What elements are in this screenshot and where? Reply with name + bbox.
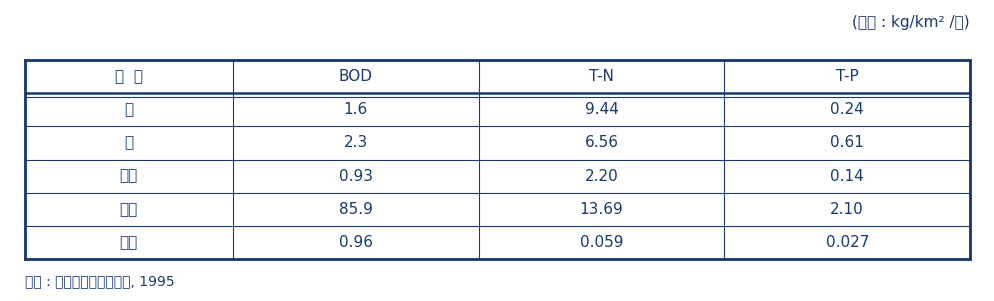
Text: 6.56: 6.56 bbox=[583, 135, 618, 150]
Text: 85.9: 85.9 bbox=[338, 202, 373, 217]
Text: 자료 : 한국환경기술개발원, 1995: 자료 : 한국환경기술개발원, 1995 bbox=[25, 274, 174, 288]
Text: 0.93: 0.93 bbox=[338, 169, 373, 184]
Text: 논: 논 bbox=[124, 102, 133, 117]
Text: 밑: 밑 bbox=[124, 135, 133, 150]
Text: 0.059: 0.059 bbox=[580, 235, 622, 250]
Text: 임야: 임야 bbox=[119, 169, 138, 184]
Text: 0.14: 0.14 bbox=[830, 169, 863, 184]
Text: 9.44: 9.44 bbox=[583, 102, 618, 117]
Text: (단위 : kg/km² /일): (단위 : kg/km² /일) bbox=[852, 15, 969, 30]
Text: BOD: BOD bbox=[338, 69, 373, 84]
Text: 0.24: 0.24 bbox=[830, 102, 863, 117]
Text: 1.6: 1.6 bbox=[343, 102, 368, 117]
Text: 대지: 대지 bbox=[119, 202, 138, 217]
Text: 기타: 기타 bbox=[119, 235, 138, 250]
Text: T-P: T-P bbox=[835, 69, 858, 84]
Text: 2.20: 2.20 bbox=[584, 169, 617, 184]
Text: 2.3: 2.3 bbox=[343, 135, 368, 150]
Text: 2.10: 2.10 bbox=[830, 202, 863, 217]
Text: 13.69: 13.69 bbox=[580, 202, 622, 217]
Text: 0.027: 0.027 bbox=[825, 235, 868, 250]
Text: 0.96: 0.96 bbox=[338, 235, 373, 250]
Text: T-N: T-N bbox=[588, 69, 613, 84]
Bar bbox=[25, 60, 969, 259]
Text: 0.61: 0.61 bbox=[829, 135, 864, 150]
Text: 구  분: 구 분 bbox=[114, 69, 143, 84]
